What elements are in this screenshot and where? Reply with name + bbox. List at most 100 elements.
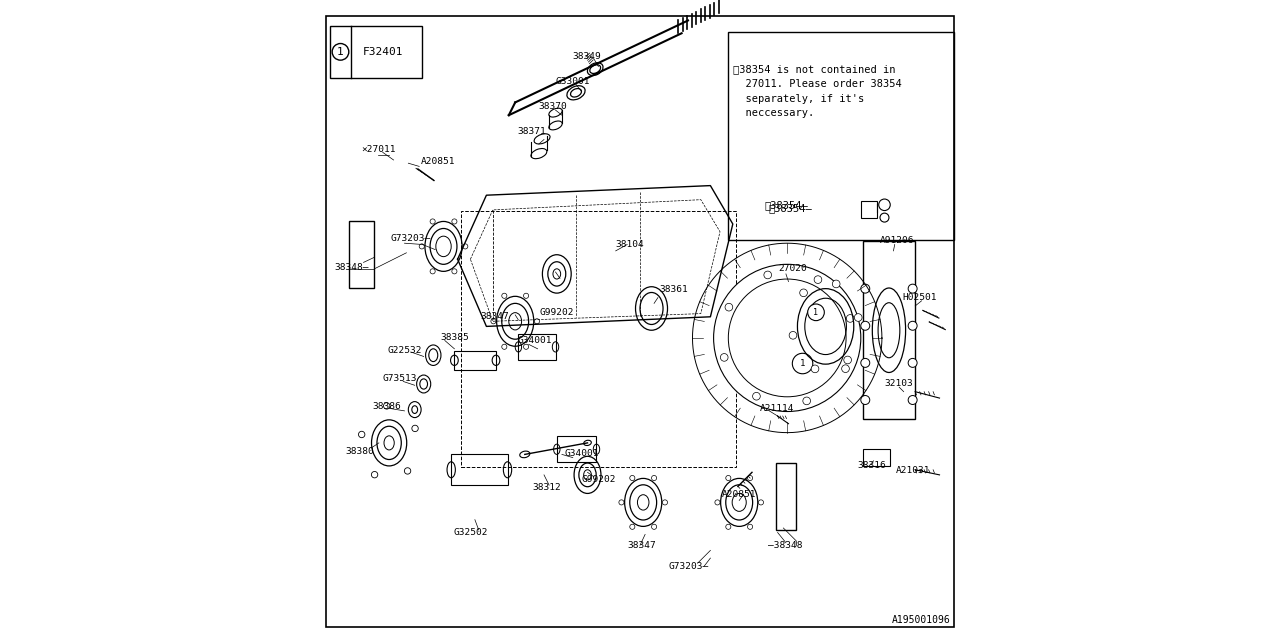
- Text: ※38354—: ※38354—: [768, 203, 812, 213]
- Circle shape: [792, 353, 813, 374]
- Text: G73513: G73513: [383, 374, 417, 383]
- Text: G22532: G22532: [387, 346, 421, 355]
- Text: G34001: G34001: [517, 336, 552, 345]
- Circle shape: [663, 500, 668, 505]
- Circle shape: [860, 321, 870, 330]
- Circle shape: [814, 276, 822, 284]
- Bar: [863, 241, 915, 419]
- Circle shape: [748, 524, 753, 529]
- Circle shape: [652, 524, 657, 529]
- Circle shape: [808, 304, 824, 321]
- Circle shape: [908, 284, 916, 293]
- Text: 38348—: 38348—: [334, 263, 369, 272]
- Circle shape: [492, 319, 497, 324]
- Text: A195001096: A195001096: [892, 614, 950, 625]
- Circle shape: [463, 244, 468, 249]
- Text: ※38354 is not contained in
  27011. Please order 38354
  separately, if it's
  n: ※38354 is not contained in 27011. Please…: [732, 64, 901, 118]
- Text: ※38354—: ※38354—: [765, 200, 809, 210]
- Circle shape: [728, 279, 846, 397]
- Bar: [461, 211, 736, 467]
- Text: A91206: A91206: [881, 236, 914, 244]
- Bar: [860, 201, 878, 218]
- Circle shape: [726, 524, 731, 529]
- Circle shape: [748, 476, 753, 481]
- Text: 1: 1: [800, 359, 805, 368]
- Circle shape: [524, 344, 529, 349]
- Text: 38312: 38312: [532, 483, 561, 492]
- Circle shape: [358, 431, 365, 438]
- Circle shape: [721, 353, 728, 361]
- Bar: [728, 32, 954, 240]
- Circle shape: [908, 396, 916, 404]
- Text: 38386: 38386: [372, 402, 401, 411]
- Circle shape: [412, 425, 419, 431]
- Text: H02501: H02501: [902, 293, 937, 302]
- Text: 38349: 38349: [573, 52, 602, 61]
- Bar: [518, 334, 556, 360]
- Circle shape: [844, 356, 851, 364]
- Bar: [349, 221, 374, 288]
- Text: F32401: F32401: [362, 47, 403, 57]
- Text: G33001: G33001: [556, 77, 590, 86]
- Circle shape: [535, 319, 540, 324]
- Circle shape: [854, 314, 861, 321]
- Bar: [863, 449, 890, 466]
- Circle shape: [620, 500, 625, 505]
- Circle shape: [832, 280, 840, 288]
- Circle shape: [726, 476, 731, 481]
- Text: A21031: A21031: [896, 466, 931, 475]
- Circle shape: [420, 244, 425, 249]
- Text: ×27011: ×27011: [362, 145, 396, 154]
- Text: 1: 1: [814, 308, 818, 317]
- Circle shape: [724, 303, 732, 311]
- Text: 38347: 38347: [480, 312, 508, 321]
- Circle shape: [452, 219, 457, 224]
- Bar: [454, 351, 497, 370]
- Circle shape: [800, 289, 808, 297]
- Text: G73203—: G73203—: [668, 562, 709, 571]
- Circle shape: [502, 293, 507, 298]
- Text: A20851: A20851: [722, 490, 756, 499]
- Text: 38380: 38380: [346, 447, 374, 456]
- Circle shape: [860, 284, 870, 293]
- Text: 38385: 38385: [440, 333, 468, 342]
- Text: 32103: 32103: [884, 380, 913, 388]
- Circle shape: [371, 472, 378, 478]
- Text: G32502: G32502: [453, 528, 488, 537]
- Text: 38104: 38104: [616, 240, 644, 249]
- Circle shape: [524, 293, 529, 298]
- Circle shape: [716, 500, 719, 505]
- Bar: [776, 463, 796, 530]
- Circle shape: [404, 468, 411, 474]
- Bar: [557, 436, 596, 462]
- Circle shape: [759, 500, 763, 505]
- Circle shape: [803, 397, 810, 404]
- Circle shape: [630, 476, 635, 481]
- Circle shape: [502, 344, 507, 349]
- Circle shape: [452, 269, 457, 274]
- Circle shape: [790, 332, 797, 339]
- Circle shape: [908, 358, 916, 367]
- Circle shape: [333, 44, 348, 60]
- Circle shape: [384, 403, 390, 409]
- Text: A20851: A20851: [421, 157, 456, 166]
- Text: 1: 1: [337, 47, 344, 57]
- Text: G73203—: G73203—: [390, 234, 430, 243]
- Circle shape: [881, 213, 890, 222]
- Circle shape: [879, 199, 891, 211]
- Bar: [452, 454, 507, 485]
- Bar: [330, 26, 422, 78]
- Circle shape: [430, 219, 435, 224]
- Text: 38370: 38370: [539, 102, 567, 111]
- Circle shape: [908, 321, 916, 330]
- Circle shape: [652, 476, 657, 481]
- Circle shape: [630, 524, 635, 529]
- Circle shape: [842, 365, 850, 372]
- Text: —38348: —38348: [768, 541, 803, 550]
- Text: 27020: 27020: [778, 264, 806, 273]
- Text: 38316: 38316: [858, 461, 886, 470]
- Text: A21114: A21114: [760, 404, 795, 413]
- Circle shape: [430, 269, 435, 274]
- Text: G99202: G99202: [540, 308, 573, 317]
- Circle shape: [764, 271, 772, 279]
